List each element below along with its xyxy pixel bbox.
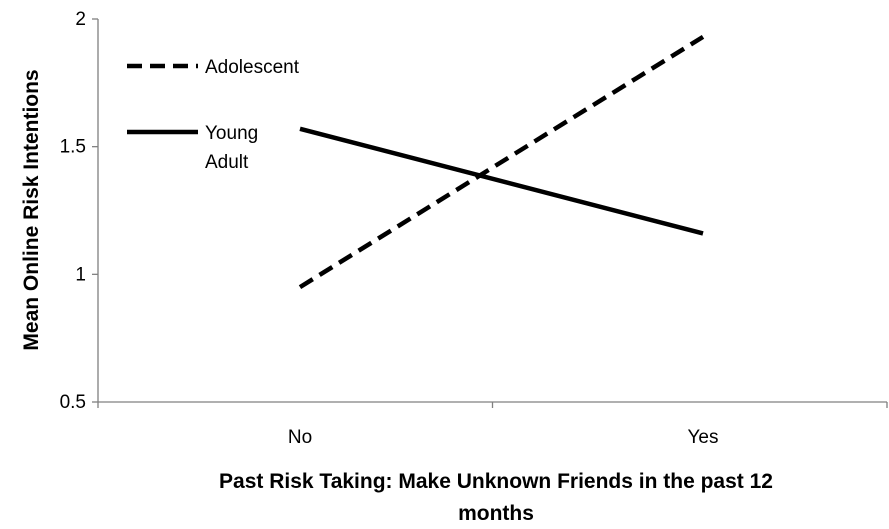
x-axis-title-line: months: [458, 502, 534, 525]
x-tick-label: No: [288, 427, 312, 448]
legend-label: Adolescent: [205, 57, 300, 78]
legend: Adolescent Young Adult: [127, 57, 300, 173]
series-lines: [298, 34, 705, 290]
x-axis-title-line: Past Risk Taking: Make Unknown Friends i…: [219, 470, 773, 493]
legend-label: Young: [205, 123, 258, 144]
y-tick-label: 1: [75, 264, 86, 285]
y-tick-label: 1.5: [60, 137, 86, 158]
x-tick-label: Yes: [688, 427, 719, 448]
y-tick-label: 2: [75, 9, 86, 30]
axis-titles: Mean Online Risk Intentions Past Risk Tak…: [20, 69, 773, 525]
y-tick-label: 0.5: [60, 392, 86, 413]
series-line-young-adult: [299, 126, 704, 236]
axes: 0.5 1 1.5 2 No Yes: [60, 9, 888, 448]
legend-label: Adult: [205, 152, 249, 173]
y-axis-title: Mean Online Risk Intentions: [20, 69, 43, 350]
series-line-adolescent: [298, 34, 705, 290]
